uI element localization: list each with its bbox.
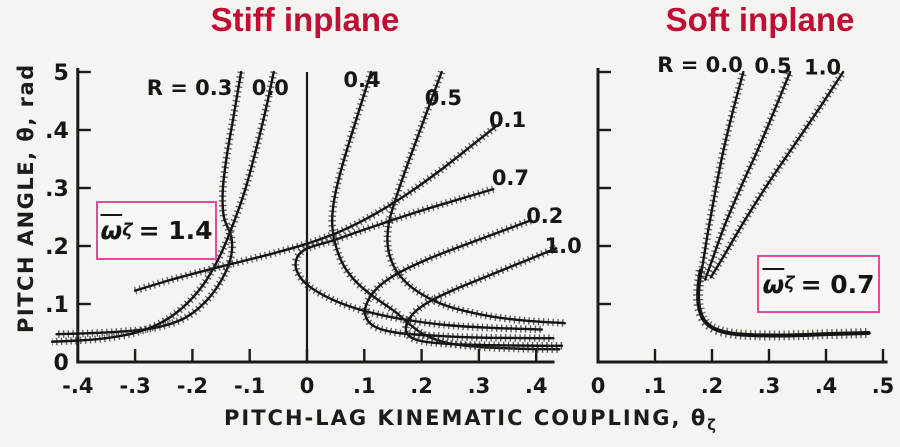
- y-tick-label: .1: [45, 293, 69, 318]
- curve-R-0.7: [294, 187, 544, 331]
- stiff-inplane-chart: -.4 -.3 -.2 -.1 0.1.2.3.40.1.2.3.45R = 0.3 0.…: [45, 61, 582, 398]
- curve-label-0.7: 0.7: [492, 166, 529, 190]
- x-tick-label: 0: [300, 374, 315, 398]
- curve-R-0.3: [55, 70, 243, 336]
- curve-R-0.0: [698, 70, 745, 284]
- y-tick-label: .2: [45, 235, 69, 260]
- x-tick-label: .2: [410, 374, 433, 398]
- curve-label-0.1: 0.1: [489, 108, 526, 132]
- curve-R-1.0: [404, 247, 564, 348]
- curve-hatching-R-1.0: [402, 244, 562, 350]
- soft-inplane-chart: 0 .1 .2 .3 .4 .5 R = 0.0 0.5 1.0: [591, 53, 895, 398]
- omega-bar-symbol: ω: [100, 216, 123, 245]
- x-tick-label: .1: [353, 374, 376, 398]
- curve-R-0.2: [363, 219, 555, 340]
- y-tick-label: .3: [45, 177, 69, 202]
- curve-label-R-0.3: R = 0.3: [147, 76, 233, 100]
- curve-label-0.0: 0.0: [252, 76, 289, 100]
- curve-label-0.5: 0.5: [754, 54, 791, 78]
- axis-frame: [596, 68, 888, 364]
- x-tick-label: -.2: [177, 374, 208, 398]
- y-tick-label: 0: [53, 351, 68, 376]
- omega-bar-symbol: ω: [762, 269, 785, 299]
- curve-R-0.5: [703, 70, 792, 281]
- y-tick-label: .4: [45, 119, 69, 144]
- curve-R-0.0: [50, 70, 275, 343]
- curve-label-1.0: 1.0: [804, 55, 841, 79]
- x-axis-label-subscript: ζ: [707, 417, 716, 435]
- x-axis-label: PITCH-LAG KINEMATIC COUPLING, θζ: [160, 406, 780, 434]
- y-axis-label: PITCH ANGLE, θ, rad: [14, 63, 38, 333]
- x-tick-label: .3: [468, 374, 491, 398]
- curve-label-0.2: 0.2: [526, 204, 563, 228]
- x-axis-label-main: PITCH-LAG KINEMATIC COUPLING, θ: [224, 406, 708, 430]
- soft-inplane-title: Soft inplane: [665, 1, 855, 38]
- x-tick-label: .2: [701, 374, 724, 398]
- y-tick-label: 5: [53, 61, 68, 86]
- x-tick-label: .5: [872, 374, 895, 398]
- x-tick-label: .4: [815, 374, 838, 398]
- x-tick-label: .3: [758, 374, 781, 398]
- curve-R-1.0: [709, 70, 845, 279]
- x-tick-label: -.1: [234, 374, 265, 398]
- curve-label-0.5: 0.5: [425, 86, 462, 110]
- curve-label-R-0.0: R = 0.0: [657, 53, 743, 77]
- x-tick-label: .4: [525, 374, 548, 398]
- zeta-subscript: ζ: [122, 220, 133, 241]
- curve-label-0.4: 0.4: [343, 68, 380, 92]
- curve-R-0.1: [133, 125, 497, 292]
- x-tick-label: -.3: [119, 374, 150, 398]
- annotation-value: = 0.7: [800, 269, 875, 299]
- x-tick-label: .1: [644, 374, 667, 398]
- x-tick-label: -.4: [62, 374, 93, 398]
- curve-R-0.5: [386, 70, 567, 325]
- x-tick-label: 0: [591, 374, 606, 398]
- curve-stability-boundary-stem: [696, 268, 871, 338]
- zeta-subscript: ζ: [784, 274, 795, 294]
- curve-label-1.0: 1.0: [545, 234, 582, 258]
- curve-hatching-R-0.5: [383, 70, 566, 327]
- annotation-value: = 1.4: [138, 216, 213, 245]
- stiff-inplane-title: Stiff inplane: [210, 1, 400, 38]
